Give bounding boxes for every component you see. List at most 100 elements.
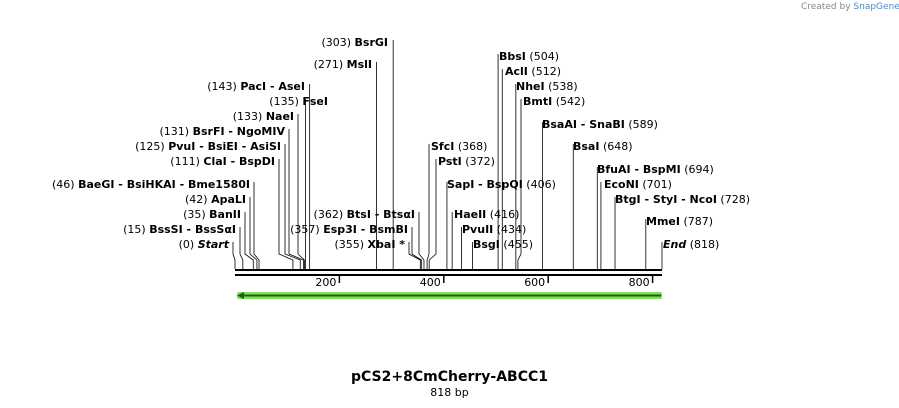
backbone-bottom-strand <box>235 274 662 276</box>
site-position: (46) <box>52 178 78 191</box>
site-label[interactable]: PvuII (434) <box>462 223 526 236</box>
site-label-text[interactable]: BfuAI - BspMI (694) <box>597 163 714 176</box>
site-label[interactable]: EcoNI (701) <box>604 178 672 191</box>
enzyme-name: BsrGI <box>355 36 388 49</box>
site-label-text[interactable]: (143) PacI - AseI <box>207 80 305 93</box>
site-label[interactable]: SapI - BspQI (406) <box>447 178 556 191</box>
enzyme-name: BsiHKAI <box>127 178 176 191</box>
site-label[interactable]: (303) BsrGI <box>321 36 388 49</box>
site-label[interactable]: (135) FseI <box>269 95 328 108</box>
site-separator: - <box>577 118 589 131</box>
site-label[interactable]: BsaI (648) <box>573 140 633 153</box>
site-position: (15) <box>123 223 149 236</box>
site-label[interactable]: BtgI - StyI - NcoI (728) <box>615 193 750 206</box>
site-label[interactable]: BsaAI - SnaBI (589) <box>542 118 658 131</box>
site-label-text[interactable]: (133) NaeI <box>233 110 294 123</box>
site-label-text[interactable]: BmtI (542) <box>523 95 585 108</box>
site-position: (271) <box>314 58 347 71</box>
site-leader <box>428 159 437 269</box>
site-position: (512) <box>528 65 561 78</box>
site-label-text[interactable]: HaeII (416) <box>454 208 519 221</box>
site-position: (131) <box>160 125 193 138</box>
site-label-text[interactable]: BsaI (648) <box>573 140 633 153</box>
enzyme-name: BspMI <box>643 163 681 176</box>
enzyme-name: FseI <box>302 95 328 108</box>
sequence-title: pCS2+8CmCherry-ABCC1 <box>351 369 548 385</box>
site-position: (818) <box>686 238 719 251</box>
site-label-text[interactable]: (46) BaeGI - BsiHKAI - Bme1580I <box>52 178 250 191</box>
site-label-text[interactable]: BtgI - StyI - NcoI (728) <box>615 193 750 206</box>
site-label-text[interactable]: (362) BtsI - BtsαI <box>314 208 415 221</box>
site-label-text[interactable]: (0) Start <box>179 238 230 251</box>
site-label[interactable]: (143) PacI - AseI <box>207 80 305 93</box>
site-label-text[interactable]: PstI (372) <box>438 155 495 168</box>
site-label[interactable]: (125) PvuI - BsiEI - AsiSI <box>135 140 281 153</box>
site-label[interactable]: (0) Start <box>179 238 230 251</box>
site-label[interactable]: End (818) <box>663 238 719 251</box>
site-label[interactable]: (357) Esp3I - BsmBI <box>290 223 408 236</box>
site-label[interactable]: PstI (372) <box>438 155 495 168</box>
site-label-text[interactable]: (131) BsrFI - NgoMIV <box>160 125 286 138</box>
site-label-text[interactable]: (42) ApaLI <box>185 193 246 206</box>
site-label-text[interactable]: (357) Esp3I - BsmBI <box>290 223 408 236</box>
site-label-text[interactable]: (355) XbaI * <box>334 238 405 251</box>
enzyme-name: SapI <box>447 178 474 191</box>
site-label-text[interactable]: (111) ClaI - BspDI <box>170 155 275 168</box>
site-label-text[interactable]: SapI - BspQI (406) <box>447 178 556 191</box>
site-leader <box>253 182 260 269</box>
site-label[interactable]: (35) BanII <box>183 208 241 221</box>
site-label[interactable]: (131) BsrFI - NgoMIV <box>160 125 286 138</box>
feature-arrow[interactable] <box>237 292 662 299</box>
site-position: (368) <box>454 140 487 153</box>
site-label[interactable]: SfcI (368) <box>431 140 487 153</box>
enzyme-name: NcoI <box>690 193 717 206</box>
site-label-text[interactable]: (135) FseI <box>269 95 328 108</box>
sequence-backbone: 200 400 600 800 <box>235 269 662 289</box>
site-label[interactable]: (355) XbaI * <box>334 238 405 251</box>
site-label-text[interactable]: BbsI (504) <box>499 50 559 63</box>
site-label[interactable]: (42) ApaLI <box>185 193 246 206</box>
site-label[interactable]: (15) BssSI - BssSαI <box>123 223 236 236</box>
site-label-text[interactable]: End (818) <box>663 238 719 251</box>
site-label-text[interactable]: (271) MslI <box>314 58 372 71</box>
site-position: (125) <box>135 140 168 153</box>
site-label[interactable]: (133) NaeI <box>233 110 294 123</box>
site-label-text[interactable]: NheI (538) <box>516 80 578 93</box>
enzyme-name: BsmBI <box>369 223 408 236</box>
site-label[interactable]: (111) ClaI - BspDI <box>170 155 275 168</box>
site-label[interactable]: NheI (538) <box>516 80 578 93</box>
site-leader <box>411 227 422 269</box>
site-label-text[interactable]: EcoNI (701) <box>604 178 672 191</box>
site-label-text[interactable]: BsgI (455) <box>473 238 533 251</box>
ruler-tick-label: 800 <box>629 276 650 289</box>
site-label-text[interactable]: (303) BsrGI <box>321 36 388 49</box>
site-label[interactable]: HaeII (416) <box>454 208 519 221</box>
enzyme-name: BspDI <box>239 155 275 168</box>
site-label[interactable]: BbsI (504) <box>499 50 559 63</box>
site-position: (728) <box>717 193 750 206</box>
site-label-text[interactable]: (125) PvuI - BsiEI - AsiSI <box>135 140 281 153</box>
site-label[interactable]: BmtI (542) <box>523 95 585 108</box>
site-label-text[interactable]: (35) BanII <box>183 208 241 221</box>
site-label[interactable]: (271) MslI <box>314 58 372 71</box>
site-label-text[interactable]: BsaAI - SnaBI (589) <box>542 118 658 131</box>
enzyme-name: MmeI <box>646 215 680 228</box>
enzyme-name: BfuAI <box>597 163 631 176</box>
site-separator: - <box>641 193 653 206</box>
site-label-text[interactable]: MmeI (787) <box>646 215 713 228</box>
site-label[interactable]: BfuAI - BspMI (694) <box>597 163 714 176</box>
site-label[interactable]: (46) BaeGI - BsiHKAI - Bme1580I <box>52 178 250 191</box>
site-label-text[interactable]: PvuII (434) <box>462 223 526 236</box>
enzyme-name: BsgI <box>473 238 500 251</box>
enzyme-name: StyI <box>653 193 677 206</box>
site-label[interactable]: MmeI (787) <box>646 215 713 228</box>
site-label-text[interactable]: (15) BssSI - BssSαI <box>123 223 236 236</box>
enzyme-name: BsaAI <box>542 118 577 131</box>
site-label[interactable]: BsgI (455) <box>473 238 533 251</box>
site-label-text[interactable]: AclI (512) <box>505 65 561 78</box>
enzyme-name: AsiSI <box>250 140 281 153</box>
site-label[interactable]: (362) BtsI - BtsαI <box>314 208 415 221</box>
site-label-text[interactable]: SfcI (368) <box>431 140 487 153</box>
site-label[interactable]: AclI (512) <box>505 65 561 78</box>
site-leader <box>249 197 258 269</box>
